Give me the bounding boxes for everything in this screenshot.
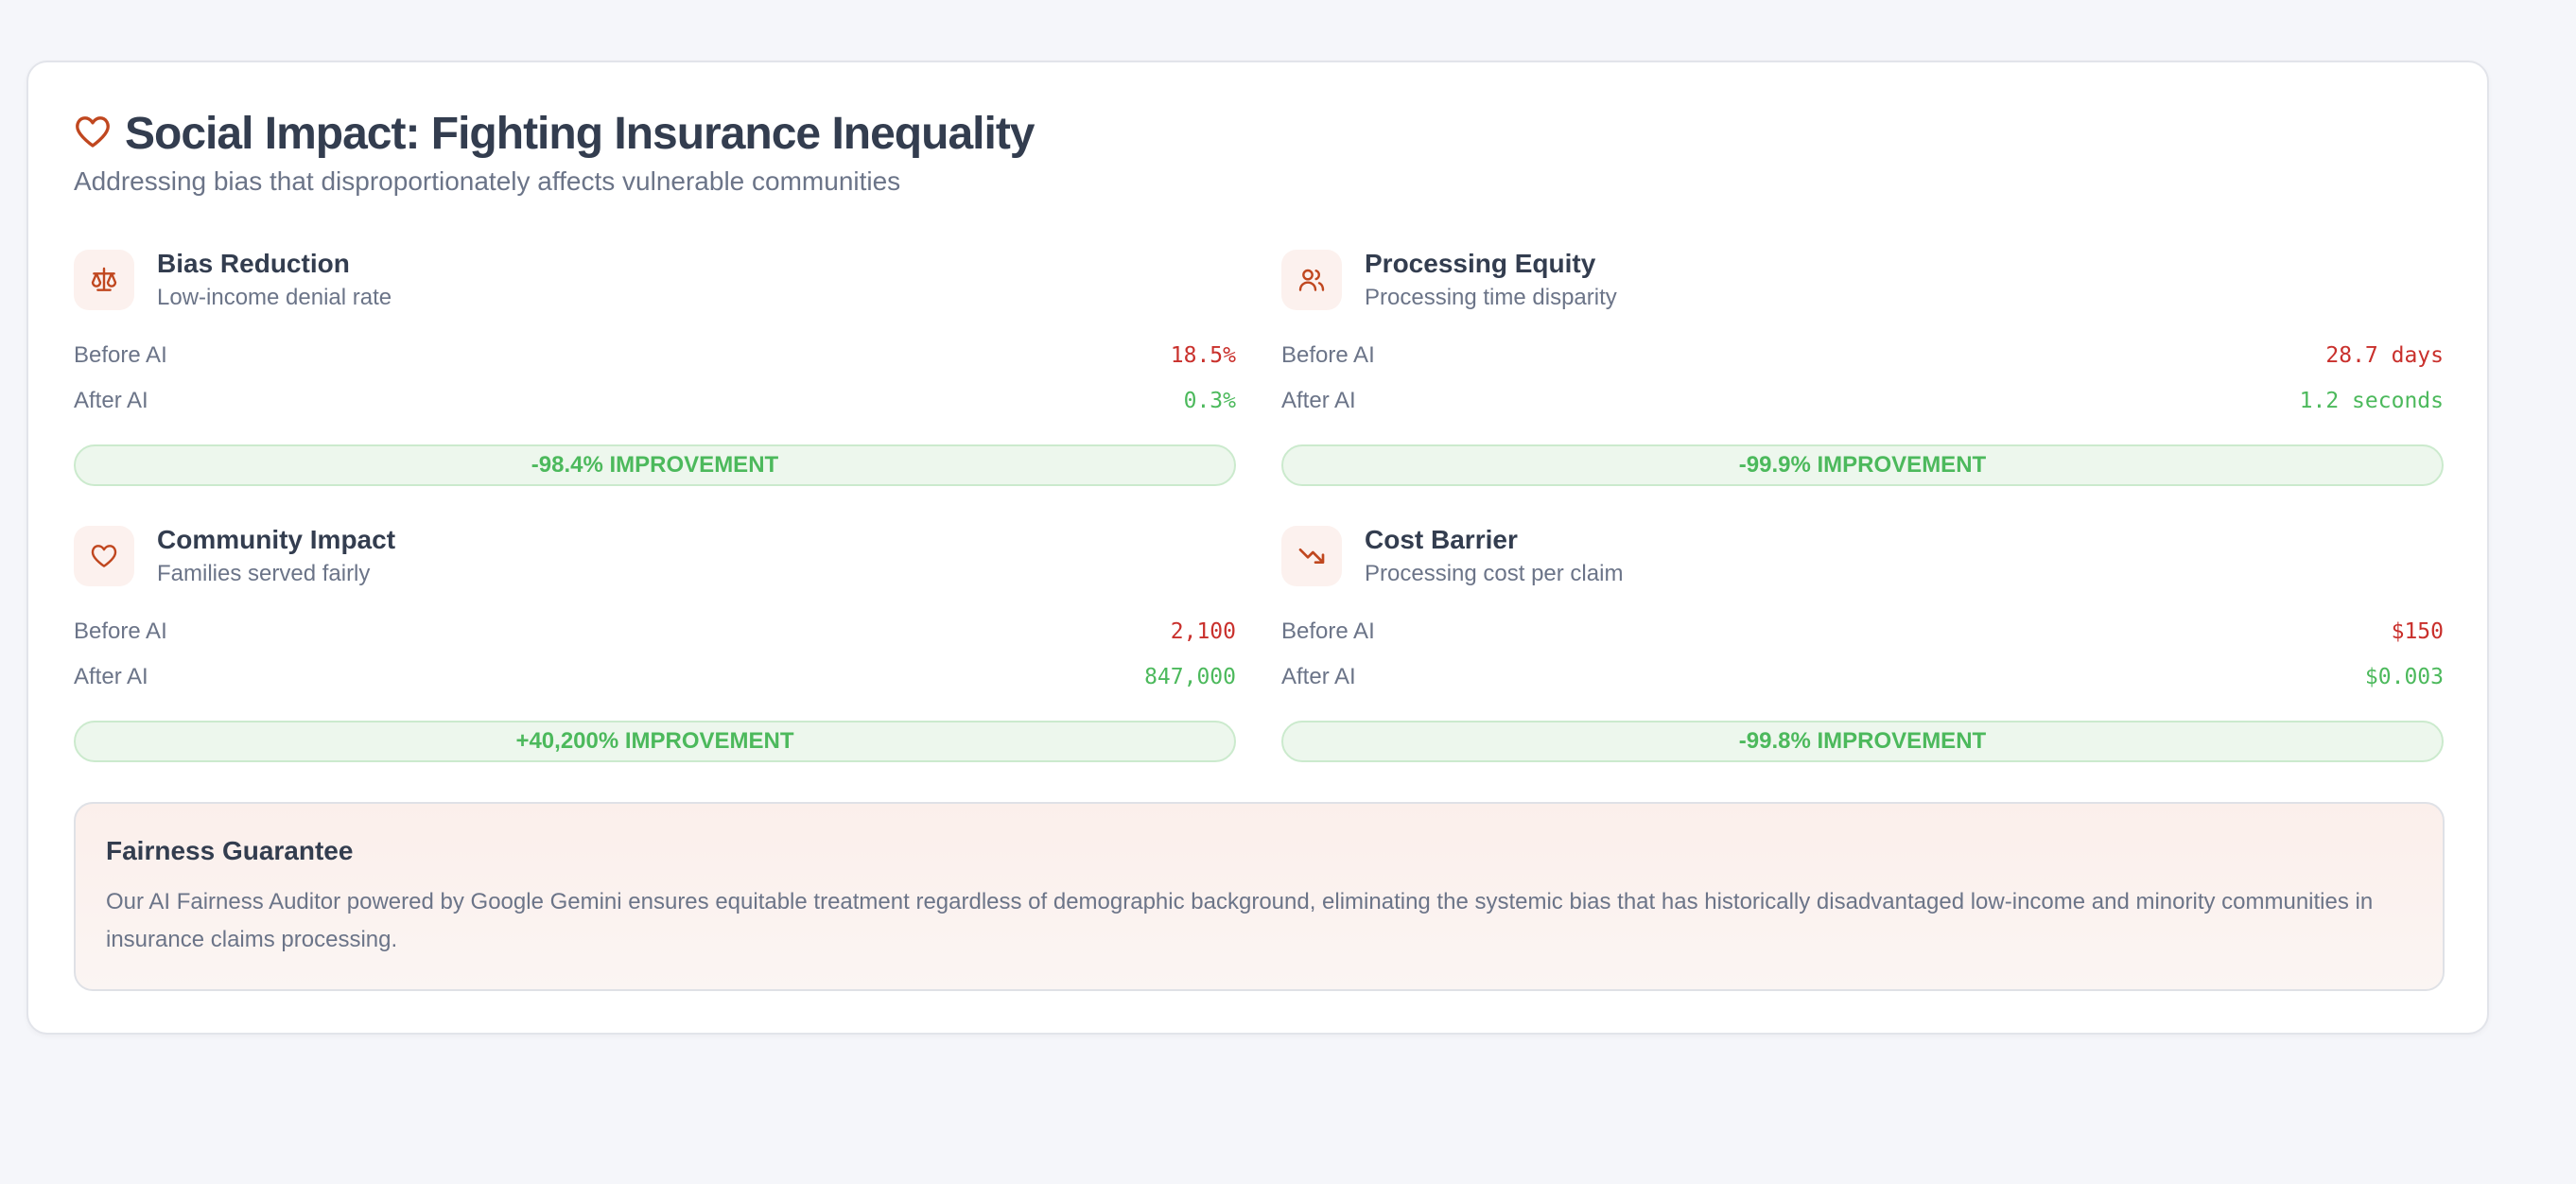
improvement-badge: -99.8% IMPROVEMENT xyxy=(1281,721,2444,762)
metric-subtitle: Processing cost per claim xyxy=(1365,561,1624,586)
card-header: Social Impact: Fighting Insurance Inequa… xyxy=(74,108,1035,160)
after-value: 847,000 xyxy=(1144,665,1236,689)
improvement-badge: -99.9% IMPROVEMENT xyxy=(1281,444,2444,486)
before-label: Before AI xyxy=(74,342,167,368)
metric-title: Cost Barrier xyxy=(1365,525,1518,554)
fairness-title: Fairness Guarantee xyxy=(106,836,354,865)
before-label: Before AI xyxy=(1281,618,1375,644)
before-value: 18.5% xyxy=(1170,343,1236,368)
users-icon xyxy=(1281,250,1342,310)
metric-title: Processing Equity xyxy=(1365,249,1596,278)
before-value: 28.7 days xyxy=(2325,343,2444,368)
fairness-guarantee-box: Fairness Guarantee Our AI Fairness Audit… xyxy=(74,802,2445,991)
heart-icon xyxy=(74,526,134,586)
social-impact-card: Social Impact: Fighting Insurance Inequa… xyxy=(26,61,2489,1035)
metric-bias-reduction: Bias Reduction Low-income denial rate Bef… xyxy=(74,249,1236,486)
improvement-badge: +40,200% IMPROVEMENT xyxy=(74,721,1236,762)
metric-processing-equity: Processing Equity Processing time dispari… xyxy=(1281,249,2444,486)
page-subtitle: Addressing bias that disproportionately … xyxy=(74,166,901,196)
after-label: After AI xyxy=(74,388,148,413)
metric-subtitle: Families served fairly xyxy=(157,561,371,586)
page-title: Social Impact: Fighting Insurance Inequa… xyxy=(125,109,1035,159)
metric-community-impact: Community Impact Families served fairly B… xyxy=(74,525,1236,762)
after-label: After AI xyxy=(1281,388,1356,413)
before-value: 2,100 xyxy=(1170,619,1236,644)
after-value: 1.2 seconds xyxy=(2299,389,2444,413)
after-label: After AI xyxy=(74,664,148,689)
metric-title: Community Impact xyxy=(157,525,396,554)
metric-title: Bias Reduction xyxy=(157,249,350,278)
metric-subtitle: Processing time disparity xyxy=(1365,285,1617,310)
trending-down-icon xyxy=(1281,526,1342,586)
scale-icon xyxy=(74,250,134,310)
metric-cost-barrier: Cost Barrier Processing cost per claim Be… xyxy=(1281,525,2444,762)
before-label: Before AI xyxy=(74,618,167,644)
before-value: $150 xyxy=(2391,619,2444,644)
heart-icon xyxy=(74,113,112,155)
after-label: After AI xyxy=(1281,664,1356,689)
before-label: Before AI xyxy=(1281,342,1375,368)
after-value: $0.003 xyxy=(2364,665,2444,689)
fairness-text: Our AI Fairness Auditor powered by Googl… xyxy=(106,889,2374,952)
metric-subtitle: Low-income denial rate xyxy=(157,285,392,310)
after-value: 0.3% xyxy=(1183,389,1236,413)
improvement-badge: -98.4% IMPROVEMENT xyxy=(74,444,1236,486)
